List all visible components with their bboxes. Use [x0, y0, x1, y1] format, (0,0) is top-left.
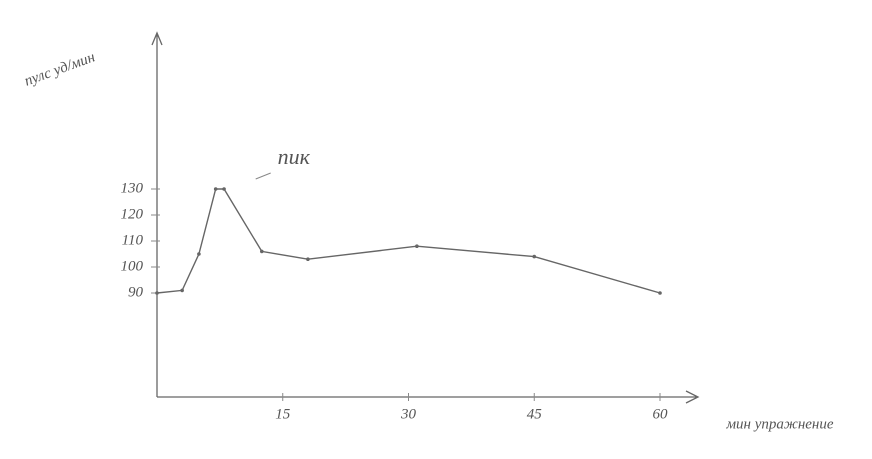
point: [306, 257, 310, 261]
x-axis-label: мин упражнение: [725, 416, 833, 432]
point: [214, 187, 218, 191]
annotation-dash: [256, 173, 271, 179]
point: [415, 244, 419, 248]
x-tick-label: 60: [653, 406, 669, 422]
line: [157, 189, 660, 293]
y-axis-label: пулс уд/мин: [22, 49, 97, 89]
chart: пулс уд/мин мин упражнение 90 100 110 120 13…: [0, 0, 872, 459]
point: [658, 291, 662, 295]
x-tick-label: 30: [400, 406, 417, 422]
point: [180, 289, 184, 293]
point: [532, 255, 536, 259]
y-tick-label: 90: [128, 284, 144, 300]
page: {"chart_data": {"type": "line", "y_label…: [0, 0, 872, 459]
x-tick-label: 45: [527, 406, 543, 422]
annotation: пик: [278, 144, 311, 169]
y-tick-label: 110: [122, 232, 144, 248]
y-tick-label: 130: [121, 180, 144, 196]
y-tick-label: 120: [121, 206, 144, 222]
x-axis: [157, 391, 698, 403]
point: [222, 187, 226, 191]
point: [197, 252, 201, 256]
y-tick-label: 100: [121, 258, 144, 274]
point: [260, 250, 264, 254]
point: [155, 291, 159, 295]
x-tick-label: 15: [275, 406, 291, 422]
